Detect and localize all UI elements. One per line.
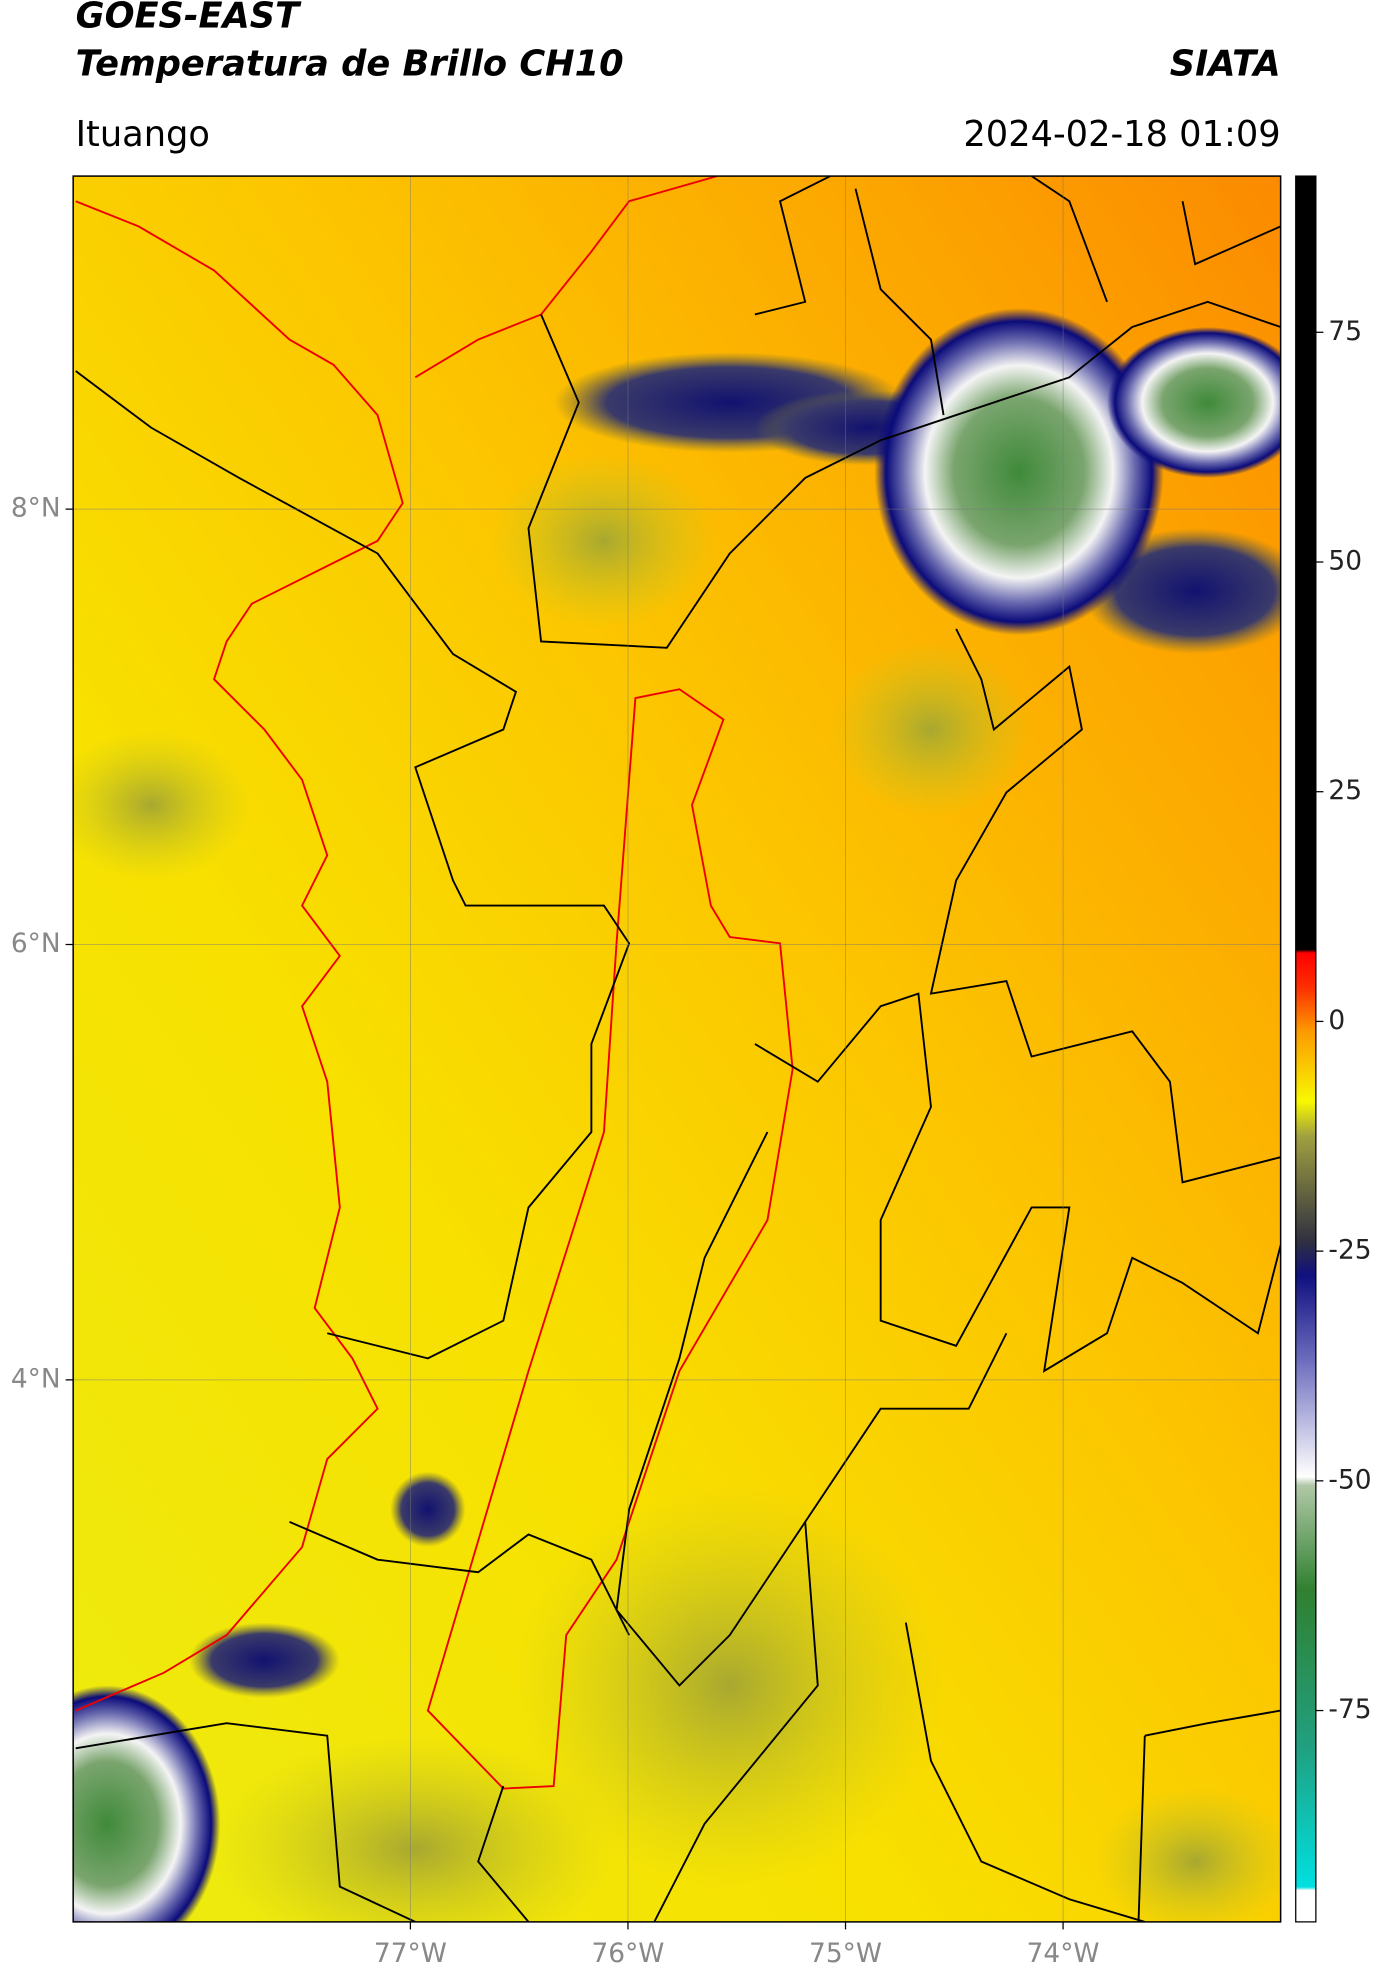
x-tick-label: 77°W	[374, 1938, 447, 1969]
subtitle: Temperatura de Brillo CH10	[76, 43, 624, 84]
y-tick-label: 6°N	[11, 928, 61, 959]
date: 2024-02-18 01:09	[963, 114, 1280, 155]
location: Ituango	[76, 114, 210, 155]
colorbar-tick-label: 0	[1328, 1005, 1345, 1036]
colorbar	[1295, 175, 1317, 1923]
x-tick-label: 75°W	[809, 1938, 882, 1969]
x-tick-label: 74°W	[1027, 1938, 1100, 1969]
map-frame	[72, 175, 1282, 1923]
colorbar-tick-label: -25	[1328, 1235, 1371, 1266]
x-tick-label: 76°W	[591, 1938, 664, 1969]
colorbar-tick-label: 50	[1328, 546, 1362, 577]
colorbar-tick-label: -75	[1328, 1694, 1371, 1725]
source: SIATA	[1170, 43, 1281, 84]
colorbar-tick-label: 75	[1328, 316, 1362, 347]
title: GOES-EAST	[76, 0, 302, 37]
colorbar-tick-label: 25	[1328, 775, 1362, 806]
colorbar-tick-label: -50	[1328, 1464, 1371, 1495]
y-tick-label: 8°N	[11, 493, 61, 524]
map-image	[73, 176, 1281, 1922]
y-tick-label: 4°N	[11, 1363, 61, 1394]
grid	[73, 176, 1281, 1922]
